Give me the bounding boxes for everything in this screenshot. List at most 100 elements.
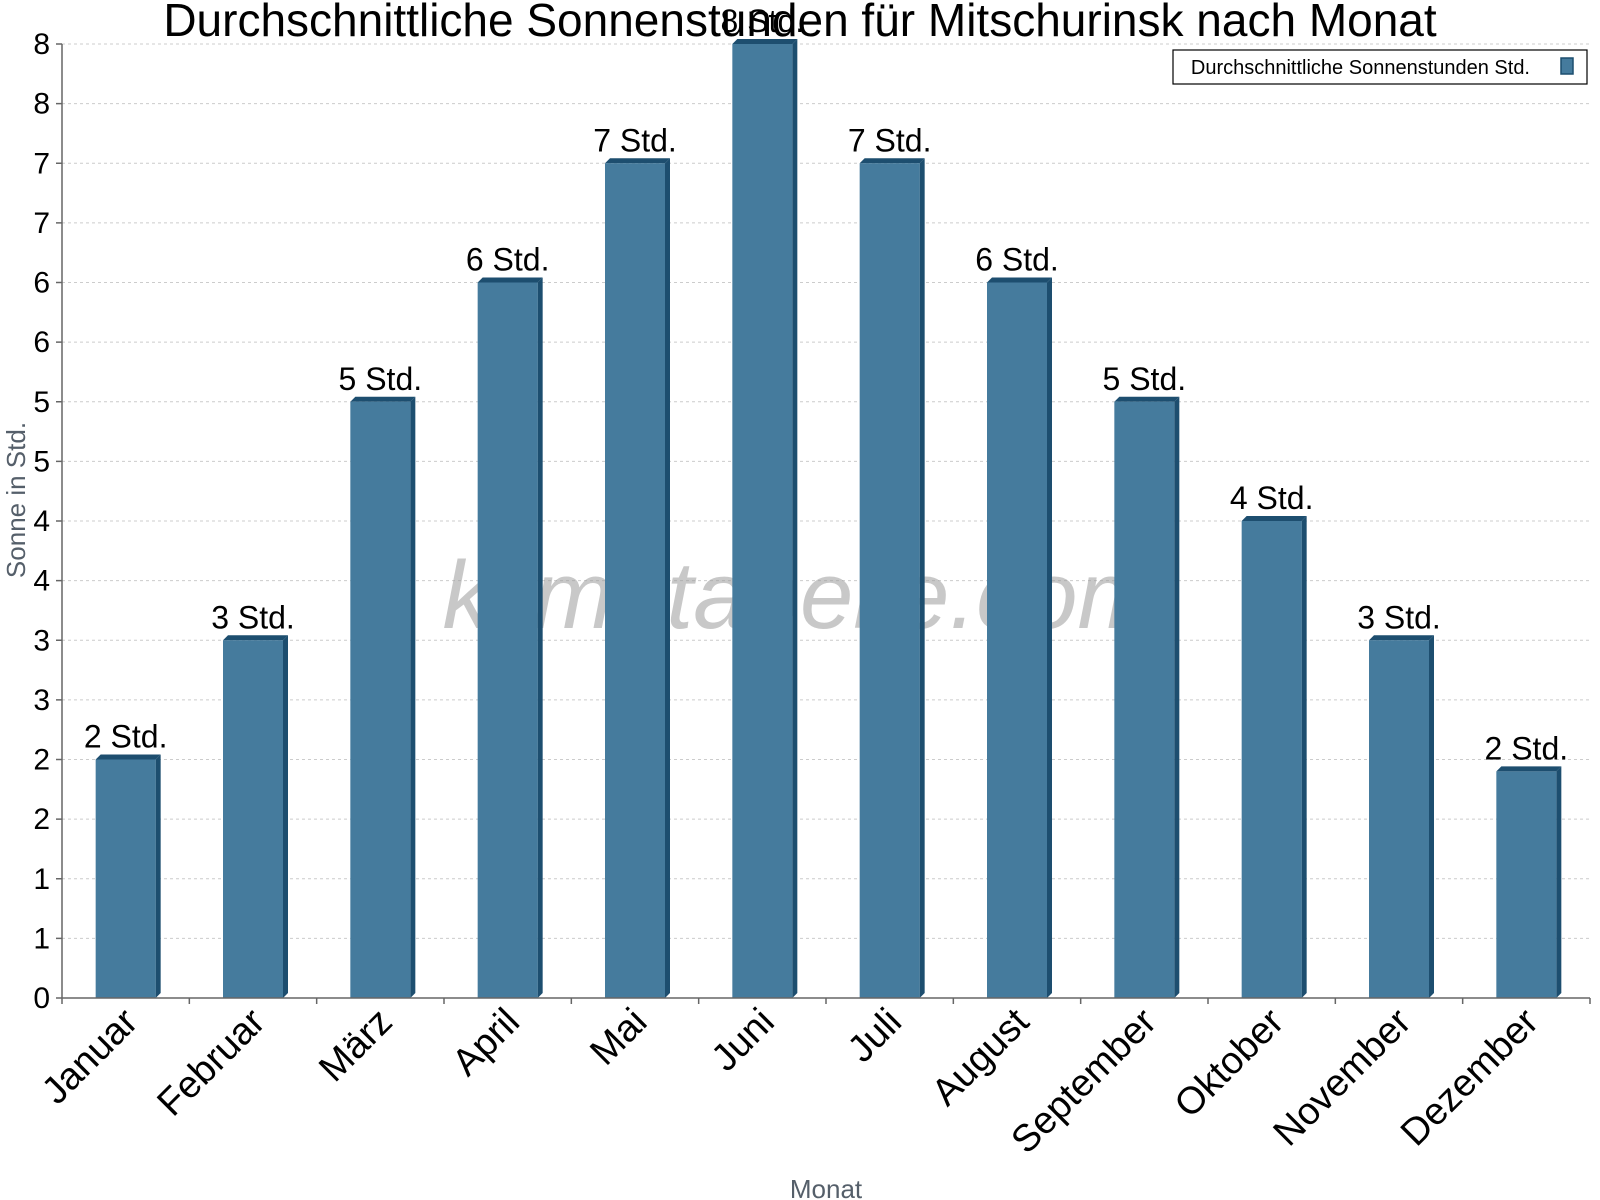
bar-side xyxy=(1429,635,1434,998)
bar-side xyxy=(155,754,161,998)
bar-top xyxy=(732,39,798,44)
bar-top xyxy=(987,277,1052,283)
bar-top xyxy=(477,277,543,283)
y-tick-label: 1 xyxy=(33,863,50,896)
bar-januar xyxy=(95,754,161,998)
x-tick-label: Februar xyxy=(150,1000,274,1124)
bar-value-label: 8 Std. xyxy=(721,3,805,39)
chart-title: Durchschnittliche Sonnenstunden für Mits… xyxy=(163,0,1437,46)
y-tick-label: 2 xyxy=(33,744,50,777)
bar-dezember xyxy=(1496,766,1562,998)
bar-side xyxy=(283,635,288,998)
bar-oktober xyxy=(1241,516,1307,998)
bar-side xyxy=(792,39,798,998)
x-tick-label: Juni xyxy=(704,1001,783,1080)
y-tick-label: 6 xyxy=(33,326,50,359)
bar-value-label: 5 Std. xyxy=(339,361,423,397)
bar-front xyxy=(1496,771,1557,998)
bar-front xyxy=(223,640,283,998)
bar-top xyxy=(95,754,161,760)
bar-november xyxy=(1369,635,1434,998)
x-tick-label: Januar xyxy=(34,1000,146,1112)
y-tick-label: 3 xyxy=(33,624,50,657)
bar-front xyxy=(987,282,1047,998)
bar-side xyxy=(410,396,416,998)
bar-value-label: 7 Std. xyxy=(848,122,932,158)
bar-side xyxy=(665,158,670,998)
y-tick-label: 8 xyxy=(33,28,50,61)
bar-top xyxy=(350,396,416,402)
bar-april xyxy=(477,277,543,998)
bar-top xyxy=(223,635,288,641)
y-tick-label: 1 xyxy=(33,922,50,955)
bar-side xyxy=(919,158,925,998)
bar-top xyxy=(1369,635,1434,641)
legend-swatch xyxy=(1560,57,1574,75)
bar-februar xyxy=(223,635,288,998)
bar-side xyxy=(1174,396,1180,998)
bar-side xyxy=(1556,766,1562,998)
legend-box xyxy=(1172,49,1588,85)
y-tick-label: 4 xyxy=(33,565,50,598)
bar-value-label: 6 Std. xyxy=(975,242,1059,278)
y-tick-label: 8 xyxy=(33,88,50,121)
y-tick-label: 3 xyxy=(33,684,50,717)
bar-front xyxy=(605,163,665,998)
bar-märz xyxy=(350,396,416,998)
y-tick-label: 7 xyxy=(33,147,50,180)
bar-front xyxy=(477,282,538,998)
y-axis-label: Sonne in Std. xyxy=(1,422,31,578)
bar-front xyxy=(95,759,156,998)
x-tick-label: Dezember xyxy=(1393,1000,1547,1154)
x-tick-label: August xyxy=(924,1000,1038,1114)
y-tick-label: 5 xyxy=(33,445,50,478)
bar-value-label: 3 Std. xyxy=(211,599,295,635)
y-axis-ticks: 0 1 1 2 2 3 3 4 4 5 5 6 6 7 7 8 8 xyxy=(33,28,62,1015)
bar-mai xyxy=(605,158,670,998)
bar-top xyxy=(1114,396,1180,402)
bar-juli xyxy=(859,158,925,998)
x-tick-label: März xyxy=(311,1001,400,1090)
legend-label: Durchschnittliche Sonnenstunden Std. xyxy=(1191,57,1530,79)
y-tick-label: 4 xyxy=(33,505,50,538)
bar-value-label: 5 Std. xyxy=(1103,361,1187,397)
x-tick-label: Juli xyxy=(840,1001,910,1071)
bar-value-label: 2 Std. xyxy=(1485,730,1569,766)
bar-front xyxy=(859,163,920,998)
bar-top xyxy=(859,158,925,164)
bar-top xyxy=(605,158,670,164)
bar-front xyxy=(350,401,411,998)
y-tick-label: 5 xyxy=(33,386,50,419)
y-tick-label: 7 xyxy=(33,207,50,240)
y-tick-label: 0 xyxy=(33,982,50,1015)
bar-front xyxy=(1241,521,1302,998)
bars: 2 Std. 3 Std. 5 Std. 6 Std. 7 Std. 8 Std. 7 St… xyxy=(84,3,1568,998)
bar-value-label: 6 Std. xyxy=(466,242,550,278)
bar-top xyxy=(1241,516,1307,521)
x-tick-label: November xyxy=(1266,1000,1420,1154)
bar-front xyxy=(1369,640,1429,998)
bar-side xyxy=(537,277,543,998)
bar-value-label: 2 Std. xyxy=(84,719,168,755)
y-tick-label: 6 xyxy=(33,267,50,300)
bar-side xyxy=(1047,277,1052,998)
grid-lines xyxy=(62,43,1590,939)
bar-august xyxy=(987,277,1052,998)
x-axis-ticks: Januar Februar März April Mai Juni Juli AugustS… xyxy=(34,998,1591,1162)
bar-value-label: 4 Std. xyxy=(1230,480,1314,516)
bar-september xyxy=(1114,396,1180,998)
legend: Durchschnittliche Sonnenstunden Std. xyxy=(1172,49,1588,85)
bar-front xyxy=(1114,401,1175,998)
bar-value-label: 7 Std. xyxy=(593,122,677,158)
x-tick-label: April xyxy=(445,1001,528,1084)
y-tick-label: 2 xyxy=(33,803,50,836)
x-axis-label: Monat xyxy=(790,1174,863,1200)
bar-value-label: 3 Std. xyxy=(1357,599,1441,635)
bar-front xyxy=(732,44,793,998)
bar-juni xyxy=(732,39,798,998)
x-tick-label: Mai xyxy=(582,1001,655,1074)
bar-side xyxy=(1301,516,1307,998)
x-tick-label: Oktober xyxy=(1167,1000,1293,1126)
bar-top xyxy=(1496,766,1562,772)
